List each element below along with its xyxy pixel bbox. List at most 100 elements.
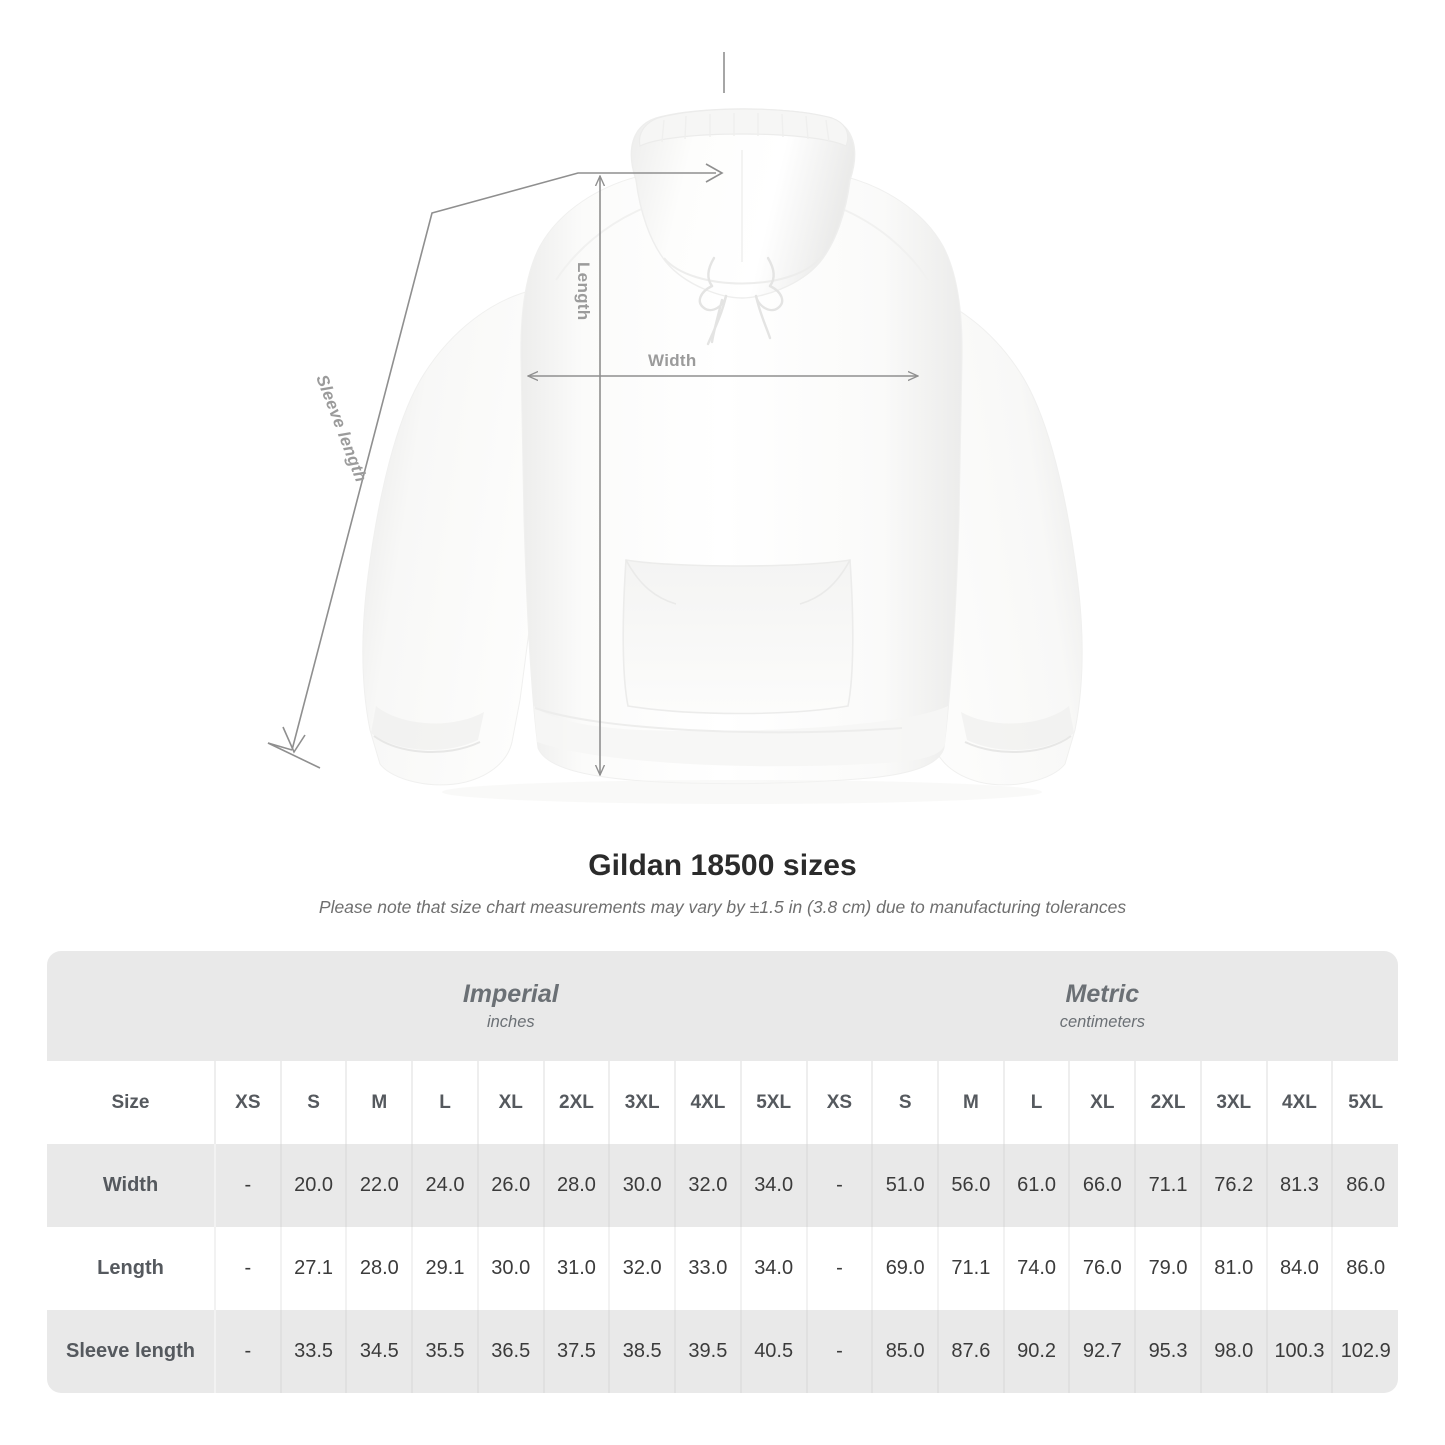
cell-sleeve-length-m-metric: 87.6	[938, 1310, 1005, 1393]
cell-width-5xl-imperial: 34.0	[740, 1144, 808, 1227]
cell-sleeve-length-4xl-metric: 100.3	[1266, 1310, 1334, 1393]
unit-header-row: Imperial inches Metric centimeters	[47, 951, 1398, 1061]
size-table: Imperial inches Metric centimeters Size XS S M L…	[47, 951, 1398, 1393]
table-row: Length -27.1 28.0 29.1 30.0 31.0 32.0 33.0 34.0-…	[47, 1227, 1398, 1310]
cell-width-s-metric: 51.0	[872, 1144, 940, 1227]
cell-width-l-imperial: 24.0	[412, 1144, 479, 1227]
right-cuff	[961, 706, 1074, 750]
width-label: Width	[648, 351, 697, 370]
right-shoulder-seam	[839, 207, 929, 281]
column-header-2xl-imperial: 2XL	[543, 1061, 611, 1144]
cell-length-2xl-imperial: 31.0	[543, 1227, 611, 1310]
unit-subtitle: centimeters	[1059, 1013, 1145, 1032]
cell-width-xs-imperial: -	[215, 1144, 282, 1227]
sleeve-measure-line	[291, 172, 716, 751]
sleeve-arrowhead-top	[705, 163, 724, 183]
column-header-5xl-imperial: 5XL	[740, 1061, 808, 1144]
hood-rim-ribs	[661, 113, 830, 143]
right-cuff-seam	[964, 735, 1072, 753]
column-header-4xl-metric: 4XL	[1266, 1061, 1334, 1144]
cell-width-2xl-imperial: 28.0	[543, 1144, 611, 1227]
column-header-xs-metric: XS	[806, 1061, 874, 1144]
size-chart-table: Imperial inches Metric centimeters Size XS S M L…	[47, 951, 1398, 1393]
cell-length-5xl-imperial: 34.0	[740, 1227, 808, 1310]
cell-sleeve-length-3xl-imperial: 38.5	[609, 1310, 677, 1393]
drop-shadow	[442, 780, 1042, 804]
unit-name: Imperial	[462, 979, 559, 1008]
cell-length-l-imperial: 29.1	[412, 1227, 479, 1310]
cell-width-xl-imperial: 26.0	[477, 1144, 545, 1227]
cell-width-5xl-metric: 86.0	[1332, 1144, 1398, 1227]
cell-sleeve-length-s-metric: 85.0	[872, 1310, 940, 1393]
cell-width-3xl-imperial: 30.0	[609, 1144, 677, 1227]
cell-length-xl-imperial: 30.0	[477, 1227, 545, 1310]
row-label-sleeve-length: Sleeve length	[47, 1310, 216, 1393]
hem-seam	[534, 707, 903, 734]
cell-length-4xl-metric: 84.0	[1266, 1227, 1334, 1310]
sleeve-arrowhead-bottom	[282, 726, 306, 754]
cell-width-m-imperial: 22.0	[346, 1144, 414, 1227]
page-title: Gildan 18500 sizes	[588, 849, 857, 882]
cell-sleeve-length-xl-metric: 92.7	[1069, 1310, 1137, 1393]
hoodie-illustration	[362, 108, 1083, 804]
row-label-length: Length	[47, 1227, 216, 1310]
cell-width-3xl-metric: 76.2	[1200, 1144, 1268, 1227]
cell-length-s-imperial: 27.1	[280, 1227, 348, 1310]
cell-sleeve-length-5xl-metric: 102.9	[1332, 1310, 1398, 1393]
unit-subtitle: inches	[486, 1013, 535, 1032]
cell-sleeve-length-5xl-imperial: 40.5	[740, 1310, 808, 1393]
cell-width-2xl-metric: 71.1	[1135, 1144, 1202, 1227]
cell-width-m-metric: 56.0	[938, 1144, 1005, 1227]
cell-sleeve-length-2xl-metric: 95.3	[1135, 1310, 1202, 1393]
cell-sleeve-length-xs-imperial: -	[215, 1310, 282, 1393]
cell-length-4xl-imperial: 33.0	[675, 1227, 742, 1310]
measurement-annotations	[267, 52, 1445, 830]
column-header-xl-imperial: XL	[477, 1061, 545, 1144]
column-header-4xl-imperial: 4XL	[675, 1061, 742, 1144]
cell-sleeve-length-2xl-imperial: 37.5	[543, 1310, 611, 1393]
tolerance-note: Please note that size chart measurements…	[318, 897, 1127, 917]
hoodie-diagram: Length Width Sleeve length	[267, 52, 1445, 830]
cell-length-l-metric: 74.0	[1003, 1227, 1071, 1310]
cell-length-m-imperial: 28.0	[346, 1227, 414, 1310]
cell-sleeve-length-xs-metric: -	[806, 1310, 874, 1393]
cell-width-4xl-metric: 81.3	[1266, 1144, 1334, 1227]
column-header-l-metric: L	[1003, 1061, 1071, 1144]
cell-length-m-metric: 71.1	[938, 1227, 1005, 1310]
cell-sleeve-length-l-metric: 90.2	[1003, 1310, 1071, 1393]
cell-sleeve-length-l-imperial: 35.5	[412, 1310, 479, 1393]
unit-header-imperial: Imperial inches	[215, 951, 807, 1061]
pocket-opening-right	[799, 559, 851, 605]
cell-length-xs-imperial: -	[215, 1227, 282, 1310]
unit-name: Metric	[1065, 979, 1140, 1008]
left-cuff-seam	[373, 735, 481, 753]
column-header-xl-metric: XL	[1069, 1061, 1137, 1144]
row-label-width: Width	[47, 1144, 216, 1227]
cell-length-2xl-metric: 79.0	[1135, 1227, 1202, 1310]
cell-length-s-metric: 69.0	[872, 1227, 940, 1310]
column-header-m-imperial: M	[346, 1061, 414, 1144]
cell-sleeve-length-4xl-imperial: 39.5	[675, 1310, 742, 1393]
cell-sleeve-length-m-imperial: 34.5	[346, 1310, 414, 1393]
sleeve-tick-bottom-2	[267, 742, 321, 769]
column-header-l-imperial: L	[412, 1061, 479, 1144]
column-header-xs-imperial: XS	[215, 1061, 282, 1144]
cell-width-4xl-imperial: 32.0	[675, 1144, 742, 1227]
column-header-s-metric: S	[872, 1061, 940, 1144]
size-header-row: Size XS S M L XL 2XL 3XL 4XL 5XL XS S M L XL 2XL 3XL 4XL 5…	[47, 1061, 1398, 1144]
cell-width-s-imperial: 20.0	[280, 1144, 348, 1227]
column-header-3xl-metric: 3XL	[1200, 1061, 1268, 1144]
cell-sleeve-length-xl-imperial: 36.5	[477, 1310, 545, 1393]
cell-width-xl-metric: 66.0	[1069, 1144, 1137, 1227]
hood-rim	[638, 108, 849, 147]
cell-sleeve-length-s-imperial: 33.5	[280, 1310, 348, 1393]
column-header-3xl-imperial: 3XL	[609, 1061, 677, 1144]
column-header-s-imperial: S	[280, 1061, 348, 1144]
cell-length-xs-metric: -	[806, 1227, 874, 1310]
column-header-5xl-metric: 5XL	[1332, 1061, 1398, 1144]
bottom-hem	[534, 706, 948, 767]
cell-length-5xl-metric: 86.0	[1332, 1227, 1398, 1310]
drawstring	[698, 256, 784, 346]
cell-width-l-metric: 61.0	[1003, 1144, 1071, 1227]
column-header-m-metric: M	[938, 1061, 1005, 1144]
